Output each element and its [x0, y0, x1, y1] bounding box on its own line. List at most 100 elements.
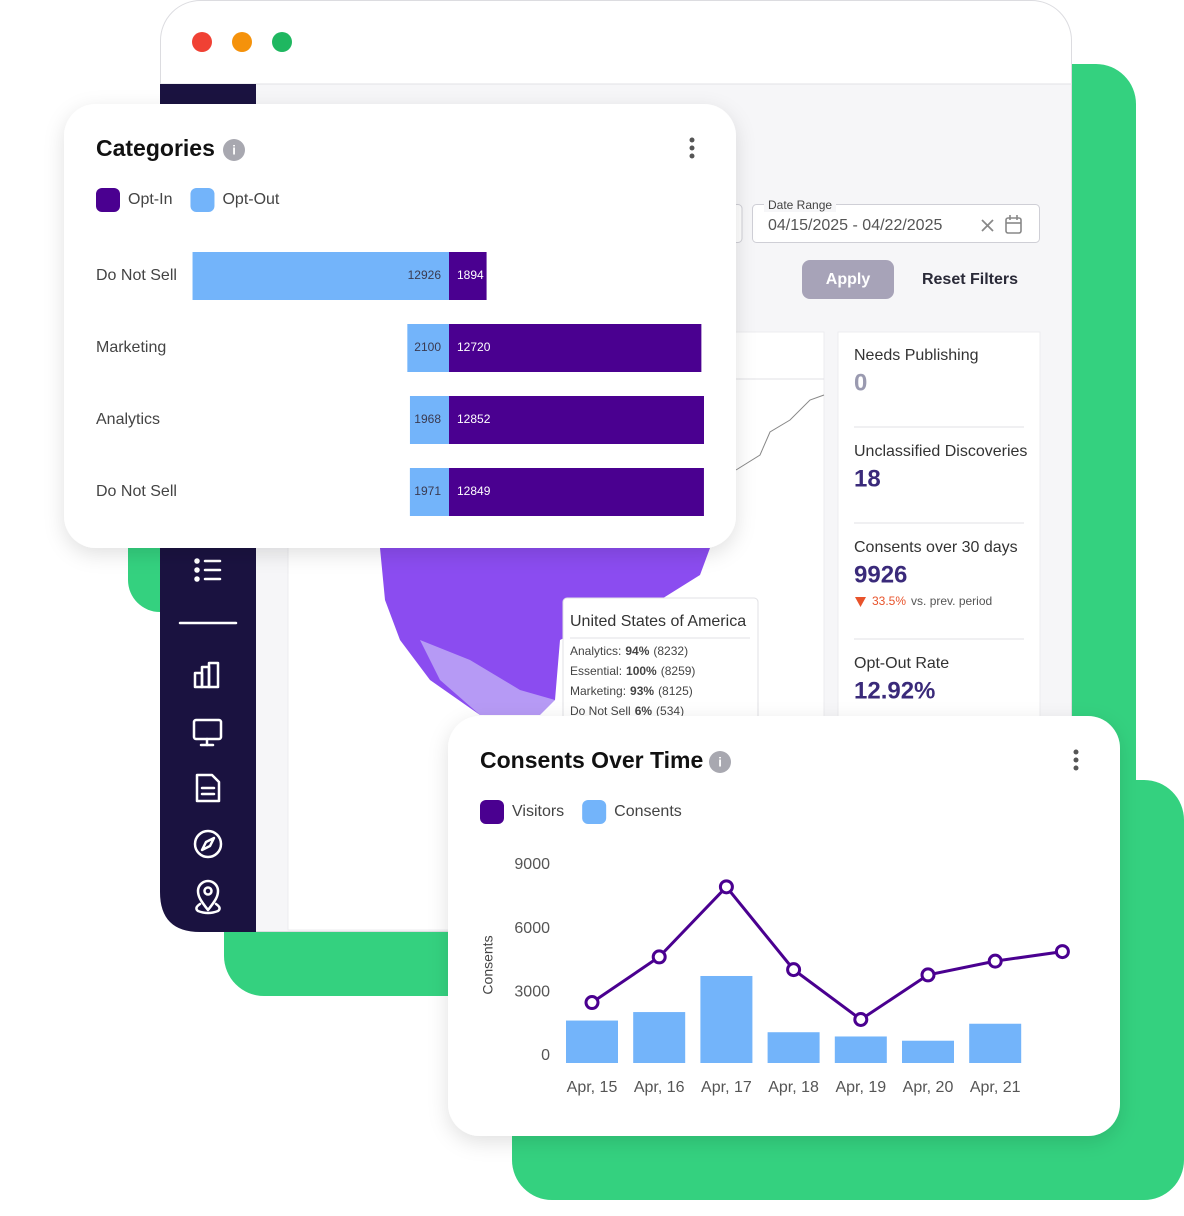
- stats-panel: Needs Publishing 0 Unclassified Discover…: [837, 331, 1041, 733]
- x-tick-label: Apr, 16: [634, 1079, 685, 1096]
- y-axis-label: Consents: [480, 935, 496, 994]
- stat-label: Unclassified Discoveries: [854, 443, 1027, 460]
- row-count: (8232): [653, 644, 688, 658]
- kebab-menu[interactable]: [1073, 749, 1079, 771]
- bar: [449, 396, 704, 444]
- bar: [409, 468, 449, 516]
- consents-card: Consents Over Time i Consents Visitors Co…: [448, 716, 1120, 1136]
- x-tick-label: Apr, 19: [835, 1079, 886, 1096]
- row-label: Do Not Sell: [570, 704, 631, 718]
- point: [853, 1011, 869, 1027]
- tooltip-row: Do Not Sell 6% (534): [570, 704, 684, 718]
- tooltip: United States of America Analytics: 94% (8…: [562, 597, 759, 729]
- bar: [409, 396, 449, 444]
- bar: [700, 975, 753, 1063]
- legend-swatch: [96, 188, 120, 212]
- apply-button[interactable]: [802, 260, 894, 299]
- point: [786, 962, 802, 978]
- legend-swatch: [190, 188, 215, 212]
- categories-card: Categories i Opt-In Opt-Out Do Not Sell 129…: [64, 104, 736, 548]
- clear-icon[interactable]: [981, 219, 994, 232]
- point: [987, 953, 1003, 969]
- tooltip-row: Essential: 100% (8259): [570, 664, 695, 678]
- row-value: 93%: [630, 684, 654, 698]
- row-count: (8259): [661, 664, 696, 678]
- bar: [449, 468, 704, 516]
- data-label: 1971: [414, 484, 441, 498]
- x-tick-label: Apr, 21: [970, 1079, 1021, 1096]
- chart-title: Consents Over Time: [480, 747, 703, 773]
- x-tick-label: Apr, 15: [567, 1079, 618, 1096]
- y-tick-label: 3000: [514, 984, 550, 1001]
- point: [651, 949, 667, 965]
- bar: [407, 324, 449, 372]
- row-count: (534): [656, 704, 684, 718]
- data-label: 12926: [408, 268, 442, 282]
- bar: [834, 1036, 887, 1063]
- stat-value: 18: [854, 465, 881, 492]
- data-label: 12852: [457, 412, 491, 426]
- legend-label: Consents: [614, 803, 682, 820]
- stat-label: Opt-Out Rate: [854, 655, 949, 672]
- bar: [767, 1032, 820, 1063]
- bar: [633, 1012, 686, 1063]
- category-label: Do Not Sell: [96, 267, 177, 284]
- row-value: 6%: [635, 704, 653, 718]
- stat-label: Consents over 30 days: [854, 539, 1018, 556]
- category-label: Do Not Sell: [96, 483, 177, 500]
- tooltip-row: Marketing: 93% (8125): [570, 684, 693, 698]
- legend-swatch: [582, 800, 607, 824]
- data-label: 12720: [457, 340, 491, 354]
- stat-label: Needs Publishing: [854, 347, 979, 364]
- bar: [566, 1020, 618, 1063]
- reset-button[interactable]: Reset Filters: [922, 271, 1018, 288]
- data-label: 12849: [457, 484, 491, 498]
- apply-label[interactable]: Apply: [826, 271, 871, 288]
- stat-value: 12.92%: [854, 677, 935, 704]
- svg-text:i: i: [232, 142, 236, 157]
- row-value: 100%: [626, 664, 657, 678]
- y-tick-label: 9000: [514, 856, 550, 873]
- row-count: (8125): [658, 684, 693, 698]
- legend-label: Visitors: [512, 803, 564, 820]
- data-label: 1968: [414, 412, 441, 426]
- point: [1054, 944, 1070, 960]
- bar: [449, 324, 702, 372]
- bar: [192, 252, 450, 300]
- category-label: Marketing: [96, 339, 166, 356]
- row-label: Essential:: [570, 664, 622, 678]
- row-value: 94%: [625, 644, 649, 658]
- data-label: 1894: [457, 268, 484, 282]
- row-label: Analytics:: [570, 644, 621, 658]
- kebab-menu[interactable]: [689, 137, 695, 159]
- row-label: Marketing:: [570, 684, 626, 698]
- tooltip-row: Analytics: 94% (8232): [570, 644, 688, 658]
- sidebar-icons: [178, 558, 238, 915]
- category-label: Analytics: [96, 411, 160, 428]
- stat-change: 33.5% vs. prev. period: [872, 594, 992, 608]
- svg-text:i: i: [718, 754, 722, 769]
- data-label: 2100: [414, 340, 441, 354]
- x-tick-label: Apr, 17: [701, 1079, 752, 1096]
- point: [718, 879, 734, 895]
- date-range-value[interactable]: 04/15/2025 - 04/22/2025: [768, 217, 942, 234]
- calendar-icon[interactable]: [1005, 215, 1022, 234]
- date-range-label: Date Range: [768, 198, 832, 212]
- legend-label: Opt-In: [128, 191, 172, 208]
- bar: [969, 1023, 1022, 1063]
- x-tick-label: Apr, 20: [903, 1079, 954, 1096]
- legend-label: Opt-Out: [222, 191, 279, 208]
- bar: [449, 252, 487, 300]
- point: [920, 967, 936, 983]
- x-tick-label: Apr, 18: [768, 1079, 819, 1096]
- bar: [902, 1040, 954, 1063]
- tooltip-title: United States of America: [570, 613, 746, 630]
- stat-value: 0: [854, 369, 867, 396]
- point: [584, 995, 600, 1011]
- y-tick-label: 6000: [514, 920, 550, 937]
- y-tick-label: 0: [541, 1047, 550, 1064]
- stat-value: 9926: [854, 561, 907, 588]
- legend-swatch: [480, 800, 504, 824]
